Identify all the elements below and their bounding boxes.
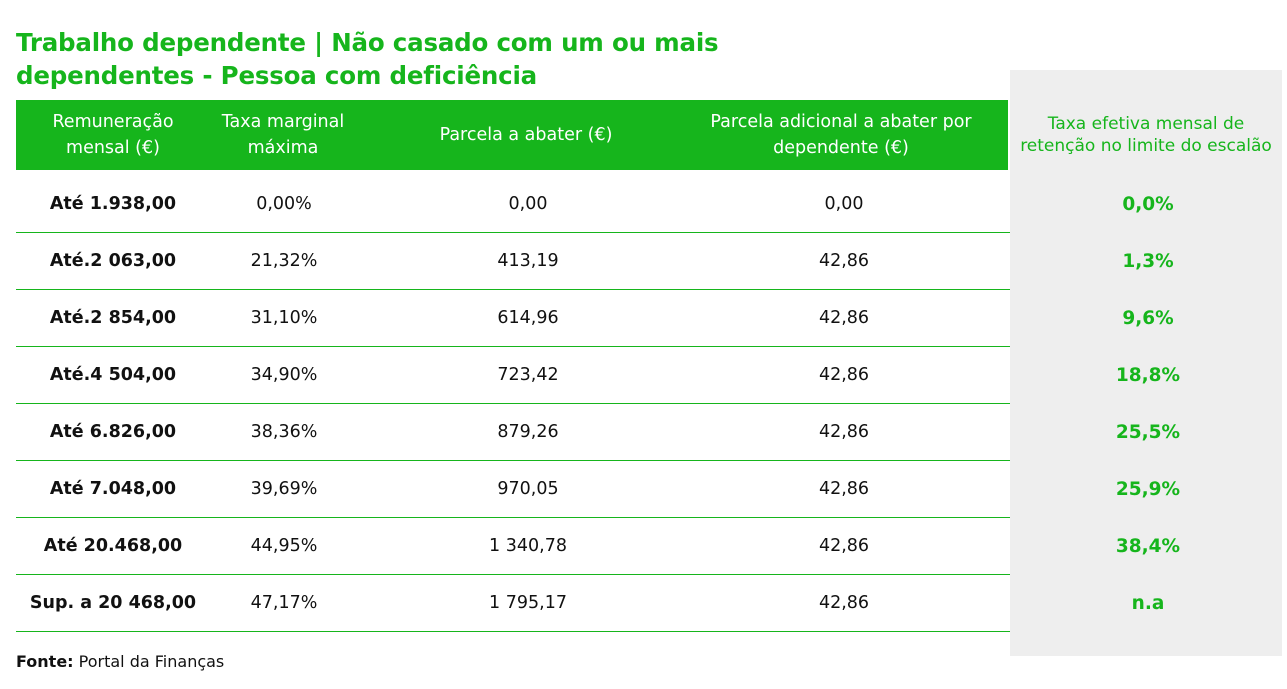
cell-dependent-deduction: 42,86 (818, 479, 870, 499)
cell-deduction: 970,05 (497, 479, 559, 499)
cell-marginal-rate: 44,95% (250, 536, 318, 556)
row-divider (16, 346, 1010, 347)
cell-effective-rate: 9,6% (1122, 307, 1174, 329)
cell-remuneration: Sup. a 20 468,00 (29, 593, 197, 613)
table-header: Remuneração mensal (€) Taxa marginal máx… (16, 100, 1008, 170)
cell-remuneration: Até 6.826,00 (49, 422, 177, 442)
cell-remuneration: Até.4 504,00 (49, 365, 177, 385)
cell-effective-rate: 0,0% (1122, 193, 1174, 215)
table-row: Até.4 504,00 34,90% 723,42 42,86 18,8% (16, 347, 1282, 404)
table-body: Até 1.938,00 0,00% 0,00 0,00 0,0% Até.2 … (16, 176, 1282, 632)
table-row: Até 1.938,00 0,00% 0,00 0,00 0,0% (16, 176, 1282, 233)
cell-remuneration: Até 20.468,00 (43, 536, 183, 556)
cell-dependent-deduction: 42,86 (818, 251, 870, 271)
source-label: Fonte: (16, 652, 74, 671)
header-deduction: Parcela a abater (€) (439, 125, 613, 145)
cell-deduction: 614,96 (497, 308, 559, 328)
table-row: Até.2 063,00 21,32% 413,19 42,86 1,3% (16, 233, 1282, 290)
cell-deduction: 0,00 (508, 194, 548, 214)
header-remuneration: Remuneração mensal (€) (52, 112, 174, 158)
effective-rate-panel (1010, 70, 1282, 656)
table-title: Trabalho dependente | Não casado com um … (16, 28, 719, 90)
cell-marginal-rate: 31,10% (250, 308, 318, 328)
cell-marginal-rate: 0,00% (256, 194, 312, 214)
cell-marginal-rate: 34,90% (250, 365, 318, 385)
table-row: Sup. a 20 468,00 47,17% 1 795,17 42,86 n… (16, 575, 1282, 632)
cell-effective-rate: 18,8% (1115, 364, 1181, 386)
row-divider (16, 289, 1010, 290)
table-row: Até 20.468,00 44,95% 1 340,78 42,86 38,4… (16, 518, 1282, 575)
source-text: Portal da Finanças (78, 652, 225, 671)
cell-dependent-deduction: 42,86 (818, 308, 870, 328)
cell-dependent-deduction: 42,86 (818, 536, 870, 556)
cell-marginal-rate: 38,36% (250, 422, 318, 442)
row-divider (16, 232, 1010, 233)
table-row: Até 7.048,00 39,69% 970,05 42,86 25,9% (16, 461, 1282, 518)
cell-effective-rate: 1,3% (1122, 250, 1174, 272)
cell-dependent-deduction: 0,00 (824, 194, 864, 214)
cell-marginal-rate: 39,69% (250, 479, 318, 499)
cell-deduction: 879,26 (497, 422, 559, 442)
table-row: Até.2 854,00 31,10% 614,96 42,86 9,6% (16, 290, 1282, 347)
cell-marginal-rate: 21,32% (250, 251, 318, 271)
cell-effective-rate: n.a (1131, 592, 1165, 614)
cell-remuneration: Até.2 854,00 (49, 308, 177, 328)
cell-remuneration: Até 7.048,00 (49, 479, 177, 499)
header-marginal-rate: Taxa marginal máxima (221, 112, 345, 158)
cell-effective-rate: 38,4% (1115, 535, 1181, 557)
row-divider (16, 460, 1010, 461)
cell-effective-rate: 25,5% (1115, 421, 1181, 443)
cell-dependent-deduction: 42,86 (818, 593, 870, 613)
cell-deduction: 413,19 (497, 251, 559, 271)
cell-deduction: 1 795,17 (489, 593, 567, 613)
cell-remuneration: Até 1.938,00 (49, 194, 177, 214)
row-divider (16, 574, 1010, 575)
cell-deduction: 723,42 (497, 365, 559, 385)
cell-marginal-rate: 47,17% (250, 593, 318, 613)
row-divider (16, 403, 1010, 404)
cell-remuneration: Até.2 063,00 (49, 251, 177, 271)
cell-dependent-deduction: 42,86 (818, 365, 870, 385)
row-divider (16, 517, 1010, 518)
header-effective-rate: Taxa efetiva mensal de retenção no limit… (1020, 114, 1272, 156)
cell-deduction: 1 340,78 (489, 536, 567, 556)
row-divider (16, 631, 1010, 632)
cell-effective-rate: 25,9% (1115, 478, 1181, 500)
header-dependent-deduction: Parcela adicional a abater por dependent… (710, 112, 972, 158)
cell-dependent-deduction: 42,86 (818, 422, 870, 442)
table-row: Até 6.826,00 38,36% 879,26 42,86 25,5% (16, 404, 1282, 461)
source-note: Fonte: Portal da Finanças (16, 652, 224, 671)
